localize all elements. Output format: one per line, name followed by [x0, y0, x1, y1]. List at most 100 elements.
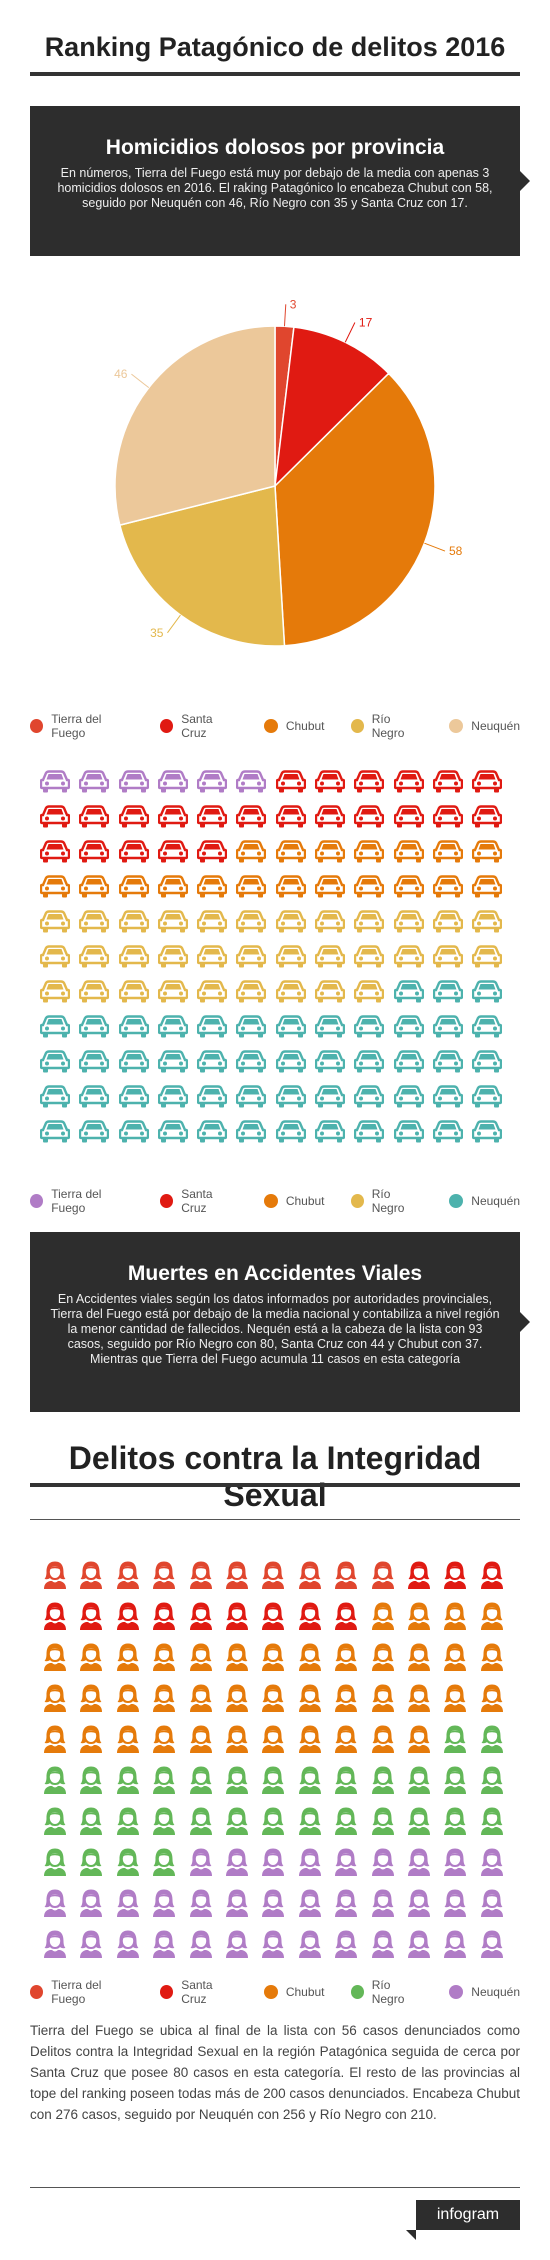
car-icon	[393, 945, 424, 969]
woman-icon	[76, 1888, 106, 1918]
woman-icon	[477, 1642, 507, 1672]
woman-icon	[222, 1765, 252, 1795]
legend-item[interactable]: Tierra del Fuego	[30, 1978, 134, 2006]
car-icon	[79, 805, 110, 829]
woman-icon	[368, 1847, 398, 1877]
woman-icon	[404, 1806, 434, 1836]
car-icon	[197, 910, 228, 934]
car-icon	[79, 1015, 110, 1039]
legend-item[interactable]: Río Negro	[350, 1978, 424, 2006]
car-icon	[472, 1085, 503, 1109]
woman-icon	[404, 1601, 434, 1631]
car-icon	[79, 1050, 110, 1074]
woman-icon	[258, 1642, 288, 1672]
woman-icon	[222, 1724, 252, 1754]
car-icon	[315, 805, 346, 829]
pie-data-label: 17	[359, 315, 373, 329]
woman-icon	[258, 1847, 288, 1877]
car-icon	[472, 1120, 503, 1144]
car-icon	[157, 1085, 188, 1109]
box-notch	[520, 171, 530, 191]
car-icon	[79, 910, 110, 934]
legend-label: Santa Cruz	[181, 712, 213, 740]
woman-icon	[477, 1806, 507, 1836]
car-icon	[40, 945, 70, 969]
woman-icon	[76, 1601, 106, 1631]
woman-icon	[186, 1601, 216, 1631]
car-icon	[157, 910, 188, 934]
car-icon	[236, 1085, 267, 1109]
car-icon	[354, 980, 385, 1004]
car-icon	[472, 945, 503, 969]
woman-icon	[40, 1560, 70, 1590]
legend-item[interactable]: Neuquén	[449, 712, 520, 740]
car-icon	[472, 980, 503, 1004]
legend-item[interactable]: Chubut	[263, 712, 325, 740]
woman-icon	[404, 1560, 434, 1590]
car-icon	[432, 1120, 463, 1144]
infogram-brand[interactable]: infogram	[406, 2200, 520, 2240]
legend-item[interactable]: Santa Cruz	[159, 712, 238, 740]
legend-item[interactable]: Neuquén	[449, 1187, 520, 1215]
legend-item[interactable]: Santa Cruz	[159, 1978, 238, 2006]
car-icon	[236, 910, 267, 934]
sexual-text: Tierra del Fuego se ubica al final de la…	[30, 2023, 520, 2122]
woman-icon	[40, 1765, 70, 1795]
woman-icon	[258, 1683, 288, 1713]
legend-label: Chubut	[285, 1985, 325, 1999]
pie-slice	[274, 372, 436, 647]
legend-item[interactable]: Santa Cruz	[159, 1187, 238, 1215]
legend-item[interactable]: Tierra del Fuego	[30, 1187, 134, 1215]
car-icon	[118, 980, 149, 1004]
legend-item[interactable]: Río Negro	[350, 712, 424, 740]
car-icon	[393, 770, 424, 794]
woman-icon	[222, 1601, 252, 1631]
legend-item[interactable]: Río Negro	[350, 1187, 424, 1215]
car-icon	[472, 1050, 503, 1074]
car-icon	[354, 1120, 385, 1144]
woman-icon	[477, 1724, 507, 1754]
car-icon	[315, 840, 346, 864]
pie-data-label: 46	[114, 367, 128, 381]
pie-label-leader	[131, 373, 150, 389]
woman-icon	[113, 1765, 143, 1795]
legend-item[interactable]: Tierra del Fuego	[30, 712, 134, 740]
legend-swatch	[350, 1194, 364, 1208]
car-icon	[79, 980, 110, 1004]
car-icon	[393, 1085, 424, 1109]
car-icon	[236, 875, 267, 899]
woman-icon	[149, 1560, 179, 1590]
legend-swatch	[449, 1985, 464, 1999]
car-icon	[40, 805, 70, 829]
legend-swatch	[159, 1194, 174, 1208]
legend-swatch	[449, 1194, 464, 1208]
section-divider	[30, 1519, 520, 1520]
pie-legend: Tierra del Fuego Santa Cruz Chubut Río Negr…	[30, 712, 520, 740]
legend-item[interactable]: Chubut	[263, 1978, 325, 2006]
woman-icon	[258, 1560, 288, 1590]
car-icon	[315, 945, 346, 969]
woman-icon	[477, 1560, 507, 1590]
woman-icon	[368, 1806, 398, 1836]
woman-icon	[404, 1642, 434, 1672]
woman-icon	[186, 1642, 216, 1672]
legend-item[interactable]: Chubut	[263, 1187, 325, 1215]
legend-item[interactable]: Neuquén	[449, 1978, 520, 2006]
legend-swatch	[263, 1985, 278, 1999]
car-icon	[393, 805, 424, 829]
car-icon	[79, 770, 110, 794]
legend-swatch	[449, 719, 464, 733]
legend-swatch	[159, 719, 174, 733]
pie-slice	[274, 326, 390, 489]
car-icon	[236, 840, 267, 864]
woman-icon	[331, 1888, 361, 1918]
car-icon	[118, 1085, 149, 1109]
woman-icon	[258, 1806, 288, 1836]
car-icon	[275, 840, 306, 864]
woman-icon	[149, 1888, 179, 1918]
pie-data-label: 3	[290, 297, 297, 311]
legend-swatch	[350, 1985, 364, 1999]
woman-icon	[40, 1642, 70, 1672]
woman-icon	[477, 1683, 507, 1713]
woman-icon	[186, 1724, 216, 1754]
